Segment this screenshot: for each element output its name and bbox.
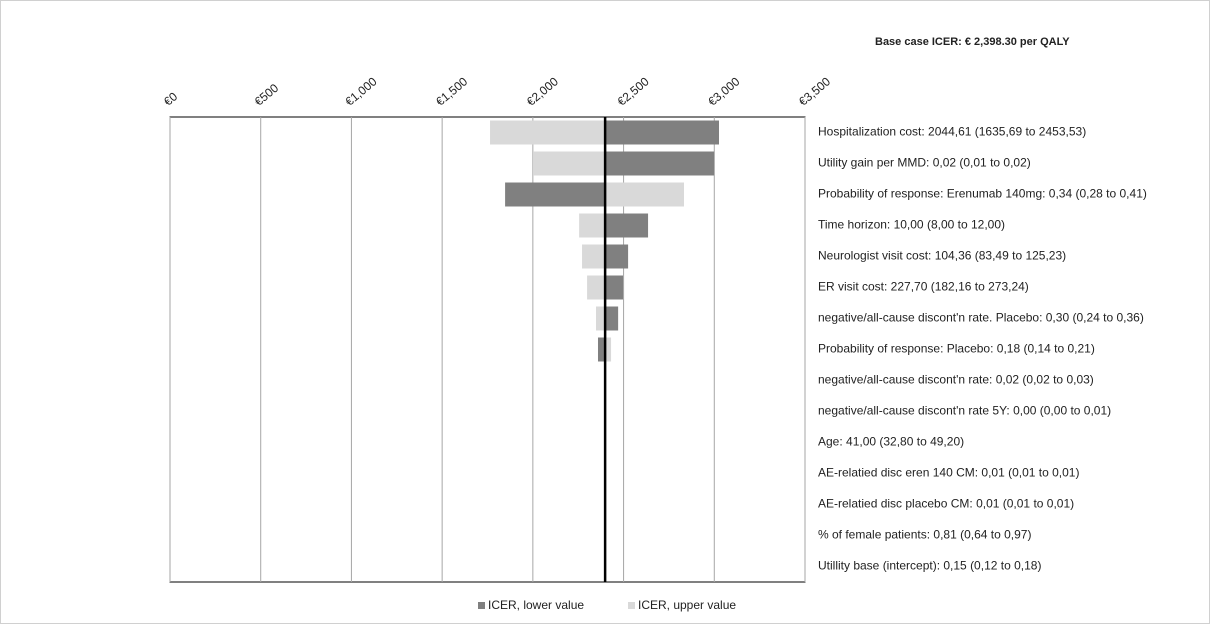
bar xyxy=(605,182,684,207)
category-label: Time horizon: 10,00 (8,00 to 12,00) xyxy=(818,218,1005,232)
legend-label: ICER, upper value xyxy=(638,598,736,612)
bar xyxy=(587,275,606,300)
bar xyxy=(533,151,606,176)
category-label: Neurologist visit cost: 104,36 (83,49 to… xyxy=(818,249,1066,263)
bar xyxy=(605,120,720,145)
legend-swatch xyxy=(628,602,635,609)
category-label: ER visit cost: 227,70 (182,16 to 273,24) xyxy=(818,280,1029,294)
category-label: % of female patients: 0,81 (0,64 to 0,97… xyxy=(818,528,1031,542)
bar xyxy=(582,244,606,269)
bar xyxy=(597,337,606,362)
bar xyxy=(505,182,606,207)
category-label: AE-relatied disc eren 140 CM: 0,01 (0,01… xyxy=(818,466,1079,480)
category-label: Utility gain per MMD: 0,02 (0,01 to 0,02… xyxy=(818,156,1031,170)
chart-title: Base case ICER: € 2,398.30 per QALY xyxy=(875,36,1070,48)
category-label: negative/all-cause discont'n rate. Place… xyxy=(818,311,1144,325)
bar xyxy=(605,275,624,300)
category-label: negative/all-cause discont'n rate 5Y: 0,… xyxy=(818,404,1111,418)
category-label: Age: 41,00 (32,80 to 49,20) xyxy=(818,435,964,449)
legend-label: ICER, lower value xyxy=(488,598,584,612)
bar xyxy=(579,213,606,238)
bar xyxy=(605,244,629,269)
category-label: negative/all-cause discont'n rate: 0,02 … xyxy=(818,373,1094,387)
bar xyxy=(605,151,715,176)
category-label: Probability of response: Placebo: 0,18 (… xyxy=(818,342,1095,356)
legend-swatch xyxy=(478,602,485,609)
category-label: Utillity base (intercept): 0,15 (0,12 to… xyxy=(818,559,1041,573)
bar xyxy=(605,337,612,362)
category-label: AE-relatied disc placebo CM: 0,01 (0,01 … xyxy=(818,497,1074,511)
category-label: Probability of response: Erenumab 140mg:… xyxy=(818,187,1147,201)
bar xyxy=(595,306,606,331)
category-label: Hospitalization cost: 2044,61 (1635,69 t… xyxy=(818,125,1086,139)
bar xyxy=(605,306,619,331)
bar xyxy=(605,213,649,238)
bar xyxy=(490,120,606,145)
